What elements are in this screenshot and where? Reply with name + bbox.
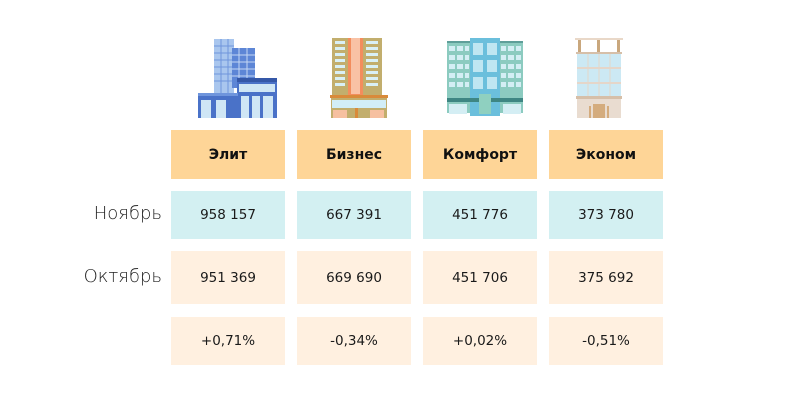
october-comfort-value: 451 706 [423,251,537,304]
october-business-value: 669 690 [297,251,411,304]
row-label-november: Ноябрь [93,203,162,224]
october-elite-value: 951 369 [171,251,285,304]
change-economy-percent: -0,51% [549,317,663,365]
column-header-business: Бизнес [297,130,411,179]
elite-building-icon [171,38,285,118]
column-header-economy: Эконом [549,130,663,179]
economy-building-icon [549,38,663,118]
november-comfort-value: 451 776 [423,191,537,239]
comfort-building-icon [423,38,537,118]
november-elite-value: 958 157 [171,191,285,239]
row-label-october: Октябрь [83,266,162,287]
change-comfort-percent: +0,02% [423,317,537,365]
column-header-elite: Элит [171,130,285,179]
november-economy-value: 373 780 [549,191,663,239]
change-elite-percent: +0,71% [171,317,285,365]
column-header-comfort: Комфорт [423,130,537,179]
october-economy-value: 375 692 [549,251,663,304]
business-building-icon [297,38,411,118]
november-business-value: 667 391 [297,191,411,239]
change-business-percent: -0,34% [297,317,411,365]
